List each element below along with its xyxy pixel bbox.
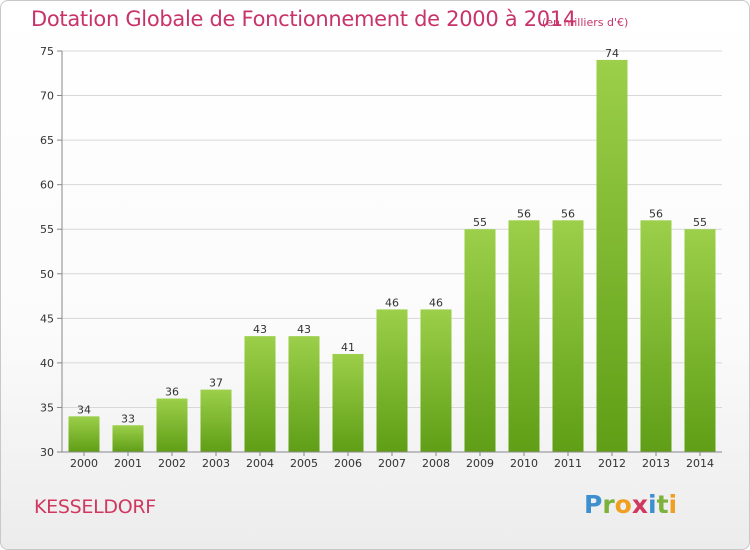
bar-value-label: 43 — [253, 323, 267, 336]
x-tick-label: 2002 — [158, 457, 186, 470]
x-tick-label: 2014 — [686, 457, 714, 470]
logo-letter: r — [602, 490, 615, 519]
bar-2001 — [112, 425, 144, 452]
bar-value-label: 55 — [693, 216, 707, 229]
bar-2005 — [288, 336, 320, 452]
logo-letter: i — [648, 490, 657, 519]
y-tick-label: 60 — [40, 179, 54, 192]
chart-title: Dotation Globale de Fonctionnement de 20… — [31, 7, 576, 31]
bar-2006 — [332, 353, 364, 452]
y-tick-label: 65 — [40, 134, 54, 147]
bars: 34 33 36 37 43 43 41 46 46 55 56 56 74 56 55 — [68, 47, 716, 453]
bar-value-label: 37 — [209, 377, 223, 390]
logo-letter: x — [631, 490, 648, 519]
x-tick-label: 2001 — [114, 457, 142, 470]
x-tick-label: 2013 — [642, 457, 670, 470]
x-tick-label: 2006 — [334, 457, 362, 470]
x-tick-label: 2004 — [246, 457, 274, 470]
logo-letter: i — [668, 490, 678, 519]
y-tick-label: 70 — [40, 90, 54, 103]
x-tick-label: 2007 — [378, 457, 406, 470]
bar-2000 — [68, 416, 100, 452]
bar-value-label: 56 — [561, 207, 575, 220]
logo-letter: t — [656, 490, 669, 519]
proxiti-logo: Proxiti — [584, 490, 677, 519]
bar-2011 — [552, 220, 584, 452]
y-tick-label: 45 — [40, 312, 54, 325]
x-tick-label: 2005 — [290, 457, 318, 470]
bar-value-label: 74 — [605, 47, 619, 60]
bar-value-label: 34 — [77, 403, 91, 416]
y-tick-label: 30 — [40, 446, 54, 459]
bar-2004 — [244, 336, 276, 452]
axes: 30 35 40 45 50 55 60 65 70 75 2000 2001 2002 2003 2004… — [40, 45, 722, 470]
bar-2007 — [376, 309, 408, 452]
bar-value-label: 56 — [517, 207, 531, 220]
x-tick-label: 2003 — [202, 457, 230, 470]
x-tick-label: 2011 — [554, 457, 582, 470]
bar-value-label: 46 — [385, 296, 399, 309]
logo-letter: o — [614, 490, 632, 519]
bar-value-label: 56 — [649, 207, 663, 220]
x-tick-label: 2008 — [422, 457, 450, 470]
y-tick-label: 35 — [40, 401, 54, 414]
bar-2002 — [156, 398, 188, 452]
bar-2009 — [464, 229, 496, 452]
bar-value-label: 33 — [121, 412, 135, 425]
x-tick-label: 2012 — [598, 457, 626, 470]
bar-value-label: 55 — [473, 216, 487, 229]
x-tick-label: 2000 — [70, 457, 98, 470]
bar-value-label: 36 — [165, 386, 179, 399]
y-tick-label: 75 — [40, 45, 54, 58]
y-tick-label: 55 — [40, 223, 54, 236]
y-tick-label: 40 — [40, 357, 54, 370]
bar-2003 — [200, 389, 232, 452]
bar-value-label: 46 — [429, 296, 443, 309]
bar-2008 — [420, 309, 452, 452]
bar-2010 — [508, 220, 540, 452]
x-tick-label: 2010 — [510, 457, 538, 470]
bar-2012 — [596, 59, 628, 453]
bar-value-label: 43 — [297, 323, 311, 336]
bar-value-label: 41 — [341, 341, 355, 354]
x-tick-label: 2009 — [466, 457, 494, 470]
commune-name: KESSELDORF — [34, 496, 156, 518]
bar-2014 — [684, 229, 716, 452]
bar-2013 — [640, 220, 672, 452]
logo-letter: P — [584, 490, 603, 519]
y-tick-label: 50 — [40, 268, 54, 281]
chart-unit: (en milliers d'€) — [542, 16, 629, 29]
